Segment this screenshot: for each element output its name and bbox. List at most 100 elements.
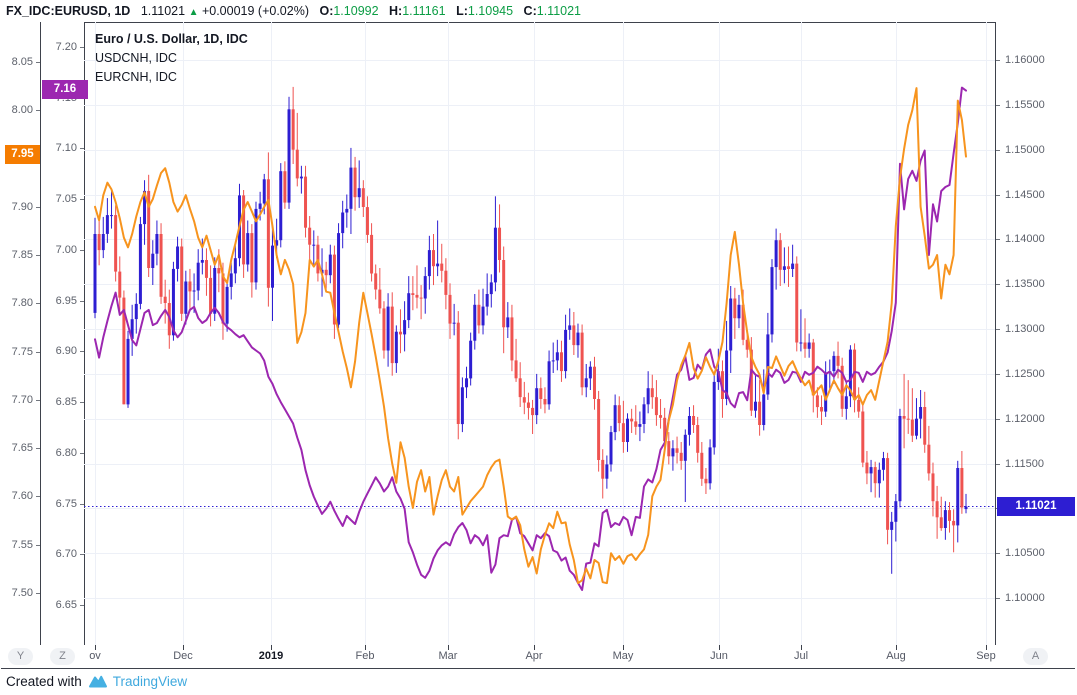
axis-tick-label: 1.10000 (1005, 592, 1045, 604)
axis-tick-label: 7.65 (11, 442, 33, 454)
axis-tick-label: 8.05 (11, 56, 33, 68)
axis-tick-mark (80, 351, 84, 352)
scale-mode-button-y[interactable]: Y (8, 648, 33, 665)
axis-tick-mark (36, 352, 40, 353)
axis-tick-mark (36, 255, 40, 256)
axis-tick-mark (36, 62, 40, 63)
time-tick-mark (801, 645, 802, 650)
time-tick-mark (986, 645, 987, 650)
tradingview-logo-icon (88, 675, 107, 688)
price-scale-eurcnh[interactable]: 8.05 8.00 7.95 7.90 7.85 7.80 7.75 7.70 7.65 7.60… (0, 22, 40, 645)
axis-tick-label: 7.05 (55, 193, 77, 205)
axis-tick-label: 1.14500 (1005, 189, 1045, 201)
high-label: H: (389, 4, 403, 18)
time-tick-label: Aug (886, 650, 906, 662)
axis-tick-label: 7.55 (11, 539, 33, 551)
axis-tick-mark (80, 554, 84, 555)
last-price-tag-eurusd: 1.11021 (997, 497, 1075, 516)
price-change: +0.00019 (+0.02%) (201, 4, 309, 18)
axis-tick-mark (996, 239, 1000, 240)
legend-eurcnh: EURCNH, IDC (95, 70, 177, 84)
time-tick-label: May (612, 650, 634, 662)
axis-tick-label: 7.80 (11, 297, 33, 309)
symbol-title: FX_IDC:EURUSD, 1D (6, 4, 131, 18)
time-tick-mark (448, 645, 449, 650)
axis-tick-mark (36, 207, 40, 208)
axis-tick-mark (996, 150, 1000, 151)
scale-mode-button-z[interactable]: Z (50, 648, 75, 665)
time-scale[interactable]: Y Z A ov Dec 2019 Feb Mar Apr May Jun Jul Aug Sep (0, 645, 1077, 668)
divider-left-scales (40, 22, 41, 668)
symbol-header: FX_IDC:EURUSD, 1D 1.11021 ▲ +0.00019 (+0… (6, 0, 581, 22)
axis-tick-mark (996, 105, 1000, 106)
axis-tick-mark (996, 464, 1000, 465)
axis-tick-mark (80, 301, 84, 302)
axis-tick-label: 6.85 (55, 396, 77, 408)
axis-tick-label: 7.60 (11, 490, 33, 502)
time-tick-label: Sep (976, 650, 996, 662)
axis-tick-mark (36, 545, 40, 546)
axis-tick-label: 1.13000 (1005, 323, 1045, 335)
axis-tick-mark (996, 374, 1000, 375)
axis-tick-mark (36, 400, 40, 401)
time-tick-label: Jul (793, 650, 809, 662)
time-tick-mark (365, 645, 366, 650)
axis-tick-mark (80, 47, 84, 48)
time-tick-label: 2019 (258, 650, 284, 662)
price-scale-usdcnh[interactable]: 7.207.157.107.057.006.956.906.856.806.75… (41, 22, 88, 645)
chart-plot-area[interactable] (84, 22, 995, 645)
axis-tick-mark (36, 593, 40, 594)
high-value: 1.11161 (402, 4, 446, 18)
created-with-text: Created with (6, 673, 82, 689)
axis-tick-label: 1.14000 (1005, 233, 1045, 245)
axis-tick-mark (996, 553, 1000, 554)
axis-tick-mark (36, 496, 40, 497)
time-tick-label: Jun (710, 650, 728, 662)
axis-tick-label: 1.16000 (1005, 54, 1045, 66)
axis-tick-label: 6.80 (55, 447, 77, 459)
axis-tick-mark (80, 199, 84, 200)
axis-tick-label: 7.90 (11, 201, 33, 213)
axis-tick-mark (80, 605, 84, 606)
axis-tick-mark (996, 329, 1000, 330)
chart-legend: Euro / U.S. Dollar, 1D, IDC USDCNH, IDC … (95, 30, 248, 87)
axis-tick-label: 6.65 (55, 599, 77, 611)
axis-tick-label: 7.85 (11, 249, 33, 261)
axis-tick-label: 1.11500 (1005, 458, 1044, 470)
last-price: 1.11021 (140, 4, 186, 18)
frame-top (1, 22, 1075, 23)
divider-plot-left (84, 22, 85, 668)
auto-scale-button[interactable]: A (1023, 648, 1048, 665)
axis-tick-mark (80, 504, 84, 505)
axis-tick-mark (36, 303, 40, 304)
axis-tick-label: 8.00 (11, 104, 33, 116)
legend-usdcnh: USDCNH, IDC (95, 51, 177, 65)
close-label: C: (523, 4, 537, 18)
axis-tick-label: 1.13500 (1005, 278, 1045, 290)
axis-tick-mark (996, 195, 1000, 196)
axis-tick-label: 7.50 (11, 587, 33, 599)
time-tick-mark (183, 645, 184, 650)
time-tick-mark (896, 645, 897, 650)
up-arrow-icon: ▲ (188, 7, 199, 18)
axis-tick-mark (36, 110, 40, 111)
axis-tick-mark (80, 148, 84, 149)
chart-canvas (84, 22, 995, 645)
axis-tick-label: 1.12000 (1005, 413, 1045, 425)
tradingview-brand-link[interactable]: TradingView (112, 673, 188, 689)
axis-tick-label: 1.10500 (1005, 547, 1045, 559)
axis-tick-mark (996, 284, 1000, 285)
axis-tick-label: 1.12500 (1005, 368, 1045, 380)
axis-tick-mark (996, 598, 1000, 599)
price-scale-eurusd[interactable]: 1.16000 1.15500 1.15000 1.14500 1.14000 1.135… (996, 22, 1077, 645)
axis-tick-label: 6.70 (55, 548, 77, 560)
time-tick-mark (623, 645, 624, 650)
axis-tick-label: 7.10 (55, 142, 77, 154)
axis-tick-mark (80, 453, 84, 454)
time-tick-label: Dec (173, 650, 193, 662)
open-value: 1.10992 (333, 4, 379, 18)
time-tick-label: Apr (525, 650, 543, 662)
axis-tick-label: 6.95 (55, 295, 77, 307)
time-tick-mark (719, 645, 720, 650)
